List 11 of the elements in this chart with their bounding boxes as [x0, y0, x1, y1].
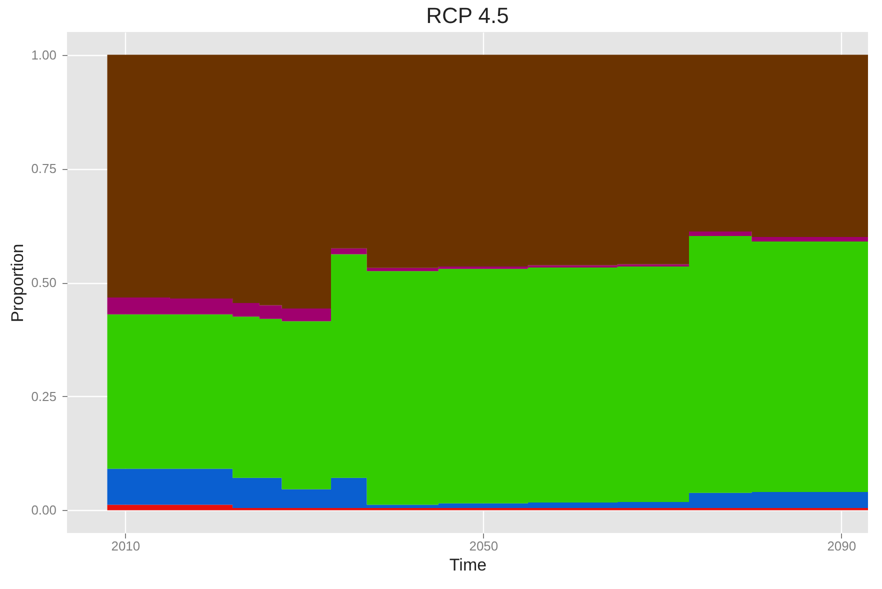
x-axis-title: Time — [449, 556, 487, 574]
y-axis-title: Proportion — [8, 244, 28, 322]
x-tick-label: 2090 — [827, 538, 856, 554]
y-tick-label: 1.00 — [31, 47, 56, 62]
y-tick-label: 0.50 — [31, 275, 56, 290]
y-tick-label: 0.75 — [31, 161, 56, 176]
y-tick-label: 0.25 — [31, 388, 56, 404]
y-tick-label: 0.00 — [31, 502, 56, 518]
chart-title: RCP 4.5 — [426, 3, 509, 28]
x-tick-label: 2010 — [111, 538, 140, 554]
x-tick-label: 2050 — [469, 538, 498, 554]
